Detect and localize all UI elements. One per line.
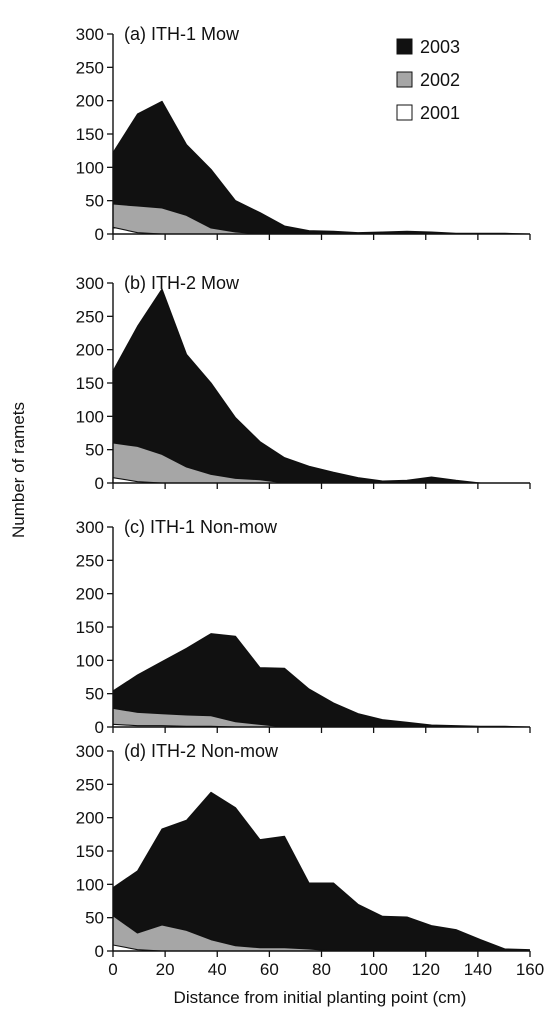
y-tick-label: 0: [95, 474, 104, 493]
panel-b: 0 50 100 150 200 250 300 (b) ITH-2 Mow: [76, 273, 531, 493]
x-axis-title: Distance from initial planting point (cm…: [174, 988, 467, 1007]
panel-c: 0 50 100 150 200 250 300 (c) ITH-1 Non-mow: [76, 517, 531, 737]
x-tick-label: 60: [260, 960, 279, 979]
legend-swatch-2002: [396, 71, 413, 88]
series-area-2003: [112, 791, 531, 952]
legend-swatch-2003: [396, 38, 413, 55]
y-tick-label: 300: [76, 25, 104, 44]
y-tick-label: 300: [76, 518, 104, 537]
legend-label-2001: 2001: [420, 103, 460, 123]
y-tick-label: 150: [76, 842, 104, 861]
x-tick-label: 100: [359, 960, 387, 979]
series-area-2003: [112, 633, 531, 728]
y-tick-label: 300: [76, 742, 104, 761]
y-tick-label: 150: [76, 374, 104, 393]
y-tick-label: 250: [76, 775, 104, 794]
y-tick-label: 0: [95, 942, 104, 961]
y-tick-label: 50: [85, 192, 104, 211]
series-area-2003: [112, 288, 531, 484]
y-tick-label: 100: [76, 651, 104, 670]
x-tick-label: 120: [412, 960, 440, 979]
y-tick-label: 200: [76, 809, 104, 828]
y-tick-label: 200: [76, 341, 104, 360]
panel-title: (b) ITH-2 Mow: [124, 273, 240, 293]
y-tick-label: 150: [76, 618, 104, 637]
panel-title: (d) ITH-2 Non-mow: [124, 741, 279, 761]
panel-a: 0 50 100 150 200 250 300 (a) ITH-1 Mow: [76, 24, 531, 244]
panel-title: (c) ITH-1 Non-mow: [124, 517, 278, 537]
x-tick-label: 20: [156, 960, 175, 979]
y-tick-label: 150: [76, 125, 104, 144]
x-tick-label: 140: [464, 960, 492, 979]
y-tick-label: 100: [76, 158, 104, 177]
panel-d: 0 50 100 150 200 250 300 0 20 40 60 80 100 120 140 160 (…: [76, 741, 545, 979]
x-tick-label: 40: [208, 960, 227, 979]
y-tick-label: 50: [85, 909, 104, 928]
y-tick-label: 200: [76, 92, 104, 111]
y-tick-label: 250: [76, 307, 104, 326]
x-tick-label: 80: [312, 960, 331, 979]
y-tick-label: 300: [76, 274, 104, 293]
y-tick-label: 100: [76, 407, 104, 426]
x-tick-label: 0: [108, 960, 117, 979]
legend-label-2002: 2002: [420, 70, 460, 90]
y-tick-label: 200: [76, 585, 104, 604]
y-axis-title: Number of ramets: [9, 402, 28, 538]
y-tick-label: 100: [76, 875, 104, 894]
y-tick-label: 250: [76, 58, 104, 77]
y-tick-label: 250: [76, 551, 104, 570]
y-tick-label: 50: [85, 685, 104, 704]
x-tick-label: 160: [516, 960, 544, 979]
legend-swatch-2001: [396, 104, 413, 121]
y-tick-label: 50: [85, 441, 104, 460]
y-tick-label: 0: [95, 718, 104, 737]
y-tick-label: 0: [95, 225, 104, 244]
legend-label-2003: 2003: [420, 37, 460, 57]
legend: 2003 2002 2001: [396, 37, 460, 123]
panel-title: (a) ITH-1 Mow: [124, 24, 240, 44]
